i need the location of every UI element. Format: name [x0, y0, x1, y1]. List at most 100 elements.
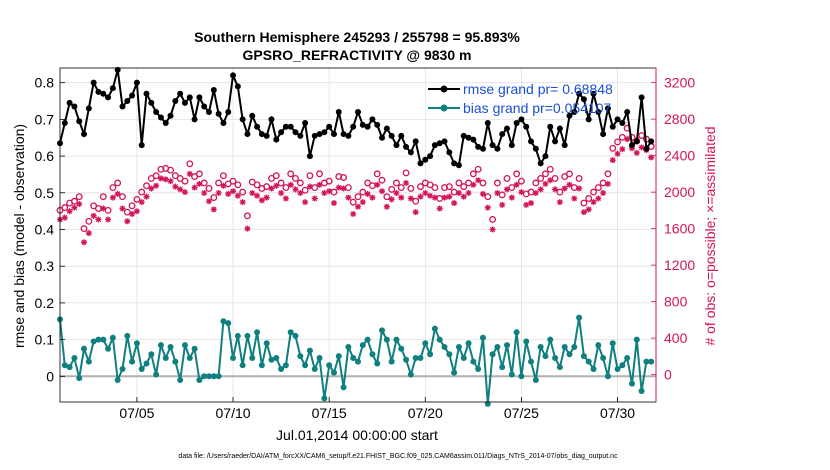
assimilated-obs-stroke [619, 146, 626, 153]
assimilated-obs-marker [234, 192, 241, 199]
rmse-point [537, 160, 544, 167]
assimilated-obs-stroke [129, 211, 136, 218]
y-left-tick-label: 0.3 [35, 258, 55, 274]
bias-point [263, 340, 270, 347]
y-left-tick-label: 0.6 [35, 148, 55, 164]
x-tick-label: 07/05 [119, 405, 154, 421]
bias-point [66, 364, 73, 371]
possible-obs-marker [311, 184, 319, 191]
assimilated-obs-marker [441, 194, 448, 201]
bias-point [475, 365, 482, 372]
bias-point [431, 325, 438, 332]
assimilated-obs-marker [273, 182, 280, 189]
possible-obs-marker [215, 179, 223, 187]
bias-point [292, 332, 299, 339]
assimilated-obs-marker [422, 190, 429, 197]
rmse-point [542, 153, 549, 160]
assimilated-obs-stroke [479, 190, 486, 197]
assimilated-obs-marker [172, 183, 179, 190]
possible-obs-marker [210, 194, 218, 202]
possible-obs-marker [402, 169, 410, 177]
assimilated-obs-stroke [167, 178, 174, 185]
possible-obs-marker [335, 173, 343, 181]
rmse-point [614, 116, 621, 123]
assimilated-obs-marker [220, 182, 227, 189]
possible-obs-marker [450, 188, 458, 196]
bias-point [571, 343, 578, 350]
assimilated-obs-stroke [321, 190, 328, 197]
bias-point [619, 362, 626, 369]
assimilated-obs-stroke [499, 201, 506, 208]
assimilated-obs-marker [508, 194, 515, 201]
bias-point [580, 353, 587, 360]
possible-obs-marker [580, 199, 588, 207]
rmse-point [157, 114, 164, 121]
assimilated-obs-stroke [547, 177, 554, 184]
assimilated-obs-stroke [628, 145, 635, 152]
assimilated-obs-stroke [407, 195, 414, 202]
assimilated-obs-marker [162, 176, 169, 183]
assimilated-obs-marker [129, 211, 136, 218]
assimilated-obs-marker [364, 190, 371, 197]
rmse-point [234, 83, 241, 90]
assimilated-obs-marker [518, 189, 525, 196]
assimilated-obs-marker [388, 196, 395, 203]
possible-obs-marker [537, 174, 545, 182]
assimilated-obs-marker [451, 200, 458, 207]
rmse-point [138, 142, 145, 149]
assimilated-obs-stroke [287, 181, 294, 188]
assimilated-obs-marker [105, 216, 112, 223]
assimilated-obs-marker [196, 180, 203, 187]
rmse-point [489, 142, 496, 149]
bias-point [633, 336, 640, 343]
assimilated-obs-stroke [85, 230, 92, 237]
assimilated-obs-stroke [162, 176, 169, 183]
assimilated-obs-stroke [528, 200, 535, 207]
y-right-tick-label: 3200 [664, 75, 695, 91]
assimilated-obs-marker [340, 185, 347, 192]
assimilated-obs-stroke [455, 190, 462, 197]
bias-point [576, 314, 583, 321]
rmse-point [609, 123, 616, 130]
assimilated-obs-stroke [460, 193, 467, 200]
rmse-point [604, 105, 611, 112]
bias-point [369, 351, 376, 358]
rmse-line [59, 69, 653, 167]
assimilated-obs-stroke [133, 208, 140, 215]
bias-point [427, 351, 434, 358]
bias-point [282, 362, 289, 369]
assimilated-obs-stroke [206, 198, 212, 205]
assimilated-obs-stroke [470, 181, 477, 188]
bias-point [604, 373, 611, 380]
possible-obs-marker [489, 216, 497, 223]
assimilated-obs-stroke [393, 190, 400, 197]
bias-point [388, 358, 395, 365]
bias-point [330, 369, 337, 376]
assimilated-obs-marker [628, 145, 635, 152]
assimilated-obs-stroke [648, 154, 655, 161]
possible-obs-marker [412, 197, 420, 205]
rmse-point [119, 103, 126, 110]
assimilated-obs-marker [109, 194, 116, 201]
bias-point [335, 353, 342, 360]
assimilated-obs-stroke [66, 208, 73, 215]
bias-point [489, 351, 496, 358]
bias-point [196, 376, 203, 383]
assimilated-obs-stroke [388, 196, 395, 203]
rmse-point [133, 79, 140, 86]
assimilated-obs-marker [374, 181, 381, 188]
assimilated-obs-stroke [595, 195, 602, 202]
assimilated-obs-stroke [403, 179, 410, 186]
bias-point [523, 338, 530, 345]
assimilated-obs-stroke [181, 189, 188, 196]
bias-point [624, 354, 631, 361]
possible-obs-marker [604, 170, 612, 178]
assimilated-obs-stroke [638, 144, 645, 151]
bias-point [181, 342, 188, 349]
rmse-point [355, 109, 361, 116]
possible-obs-marker [292, 174, 299, 182]
possible-obs-marker [368, 182, 376, 190]
rmse-point [143, 90, 150, 97]
assimilated-obs-marker [181, 189, 188, 196]
bias-point [234, 332, 241, 339]
